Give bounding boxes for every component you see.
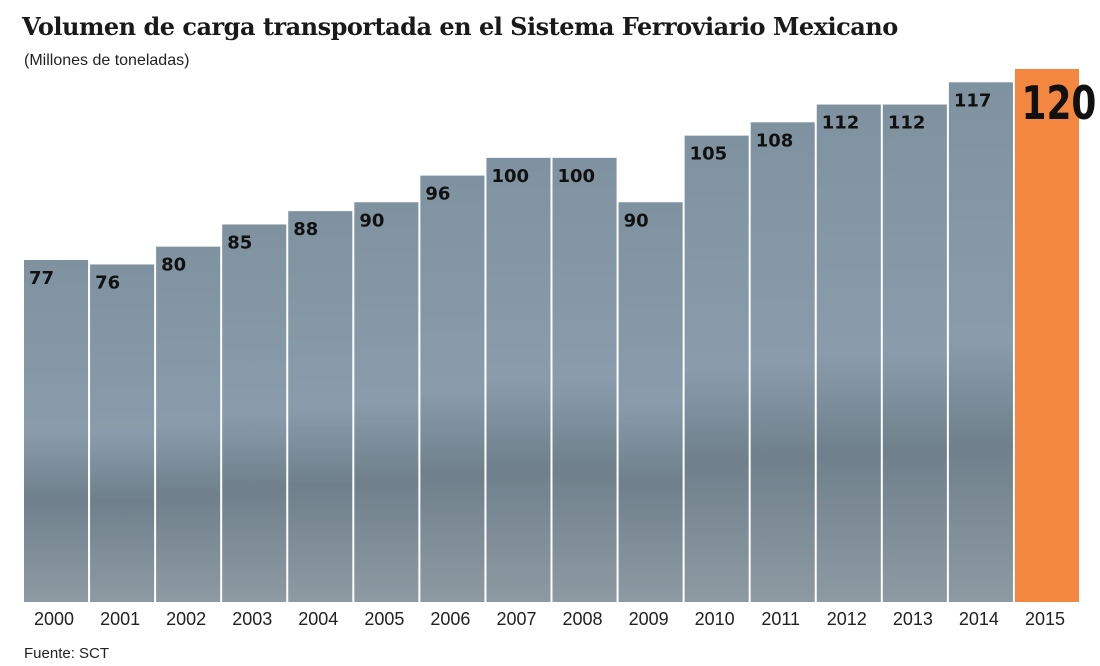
x-tick-label-2011: 2011 bbox=[761, 609, 800, 629]
x-tick-label-2008: 2008 bbox=[563, 609, 603, 629]
data-label-2014: 117 bbox=[954, 90, 992, 111]
x-tick-label-2015: 2015 bbox=[1025, 609, 1065, 629]
bar-2015 bbox=[1014, 69, 1079, 602]
x-tick-label-2004: 2004 bbox=[298, 609, 338, 629]
data-label-2009: 90 bbox=[624, 210, 649, 231]
chart-source: Fuente: SCT bbox=[24, 645, 110, 662]
data-label-2000: 77 bbox=[29, 268, 54, 289]
x-tick-label-2010: 2010 bbox=[695, 609, 735, 629]
bar-2000 bbox=[24, 259, 89, 602]
x-tick-label-2012: 2012 bbox=[827, 609, 867, 629]
bar-2010 bbox=[684, 135, 749, 602]
bar-2007 bbox=[486, 157, 551, 603]
data-label-2001: 76 bbox=[95, 272, 120, 293]
chart-subtitle: (Millones de toneladas) bbox=[24, 52, 190, 69]
x-tick-label-2001: 2001 bbox=[100, 609, 140, 629]
data-label-2002: 80 bbox=[161, 255, 186, 276]
bar-2002 bbox=[156, 246, 221, 602]
data-label-2003: 85 bbox=[227, 232, 252, 253]
data-label-2005: 90 bbox=[359, 210, 384, 231]
data-label-2015: 120 bbox=[1021, 77, 1096, 131]
x-tick-label-2007: 2007 bbox=[496, 609, 536, 629]
x-tick-label-2009: 2009 bbox=[629, 609, 669, 629]
data-label-2010: 105 bbox=[690, 144, 728, 165]
bar-2004 bbox=[288, 211, 353, 602]
data-label-2007: 100 bbox=[491, 166, 529, 187]
x-tick-label-2014: 2014 bbox=[959, 609, 999, 629]
x-tick-label-2000: 2000 bbox=[34, 609, 74, 629]
x-tick-label-2013: 2013 bbox=[893, 609, 933, 629]
bar-2006 bbox=[420, 175, 485, 602]
x-tick-label-2006: 2006 bbox=[430, 609, 470, 629]
bar-2011 bbox=[750, 122, 815, 603]
bar-2009 bbox=[618, 202, 683, 602]
bar-2003 bbox=[222, 224, 287, 603]
x-tick-label-2005: 2005 bbox=[364, 609, 404, 629]
bar-2014 bbox=[948, 82, 1013, 602]
data-label-2011: 108 bbox=[756, 130, 794, 151]
x-tick-label-2002: 2002 bbox=[166, 609, 206, 629]
data-label-2013: 112 bbox=[888, 113, 926, 134]
data-label-2006: 96 bbox=[425, 184, 450, 205]
data-label-2004: 88 bbox=[293, 219, 318, 240]
bar-2001 bbox=[90, 264, 155, 602]
data-label-2012: 112 bbox=[822, 113, 860, 134]
chart-title: Volumen de carga transportada en el Sist… bbox=[22, 12, 898, 41]
bar-2005 bbox=[354, 202, 419, 602]
bar-2008 bbox=[552, 157, 617, 603]
data-label-2008: 100 bbox=[558, 166, 596, 187]
bar-2013 bbox=[882, 104, 947, 603]
x-tick-label-2003: 2003 bbox=[232, 609, 272, 629]
bar-2012 bbox=[816, 104, 881, 603]
